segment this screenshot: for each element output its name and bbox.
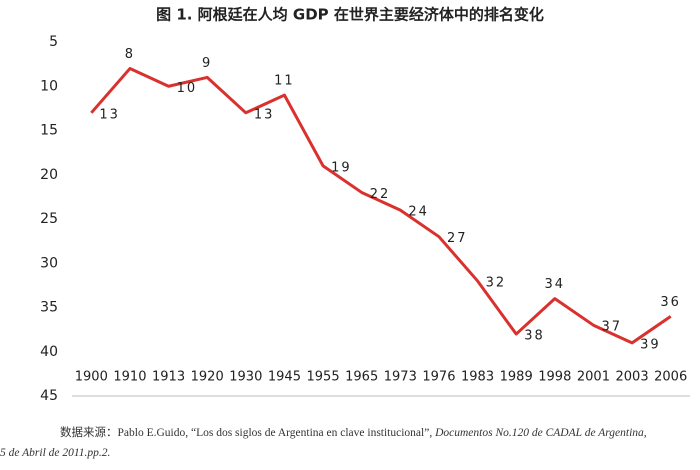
x-tick-label: 1989	[500, 370, 533, 385]
data-label: 36	[660, 295, 681, 310]
x-tick-label: 1930	[229, 370, 262, 385]
data-label: 27	[447, 231, 468, 246]
data-label: 13	[99, 107, 120, 122]
x-tick-label: 2001	[577, 370, 610, 385]
data-label: 39	[640, 337, 661, 352]
source-line-1: 数据来源：Pablo E.Guido, “Los dos siglos de A…	[60, 424, 647, 440]
x-tick-label: 1920	[191, 370, 224, 385]
x-tick-label: 1973	[384, 370, 417, 385]
y-tick-label: 10	[40, 78, 58, 94]
y-tick-label: 20	[40, 167, 58, 183]
y-tick-label: 15	[40, 123, 58, 139]
data-label: 24	[408, 205, 429, 220]
data-label: 8	[125, 47, 135, 62]
y-tick-label: 40	[40, 344, 58, 360]
x-tick-label: 2006	[654, 370, 687, 385]
chart: 图 1. 阿根廷在人均 GDP 在世界主要经济体中的排名变化 5 10 15 20 25…	[40, 6, 690, 404]
x-tick-label: 1965	[345, 370, 378, 385]
x-tick-label: 1900	[75, 370, 108, 385]
x-tick-label: 1998	[538, 370, 571, 385]
x-tick-label: 2003	[616, 370, 649, 385]
data-label: 10	[177, 81, 198, 96]
x-tick-label: 1913	[152, 370, 185, 385]
y-tick-label: 45	[40, 388, 58, 404]
x-tick-label: 1910	[113, 370, 146, 385]
data-label: 32	[486, 275, 507, 290]
data-label: 34	[545, 277, 566, 292]
data-label: 38	[524, 329, 545, 344]
source-line-2: 5 de Abril de 2011.pp.2.	[0, 447, 110, 459]
data-label: 19	[331, 160, 352, 175]
y-tick-label: 25	[40, 211, 58, 227]
source-italic: Documentos No.120 de CADAL de Argentina,	[435, 427, 647, 439]
data-label: 37	[601, 320, 622, 335]
y-tick-label: 30	[40, 255, 58, 271]
x-tick-label: 1945	[268, 370, 301, 385]
x-tick-label: 1955	[307, 370, 340, 385]
y-tick-label: 35	[40, 300, 58, 316]
data-label: 11	[274, 74, 295, 89]
data-label: 22	[370, 187, 391, 202]
x-tick-label: 1976	[422, 370, 455, 385]
data-label: 13	[254, 107, 275, 122]
line	[90, 67, 672, 345]
y-tick-label: 5	[49, 34, 58, 50]
data-label: 9	[202, 56, 212, 71]
x-tick-label: 1983	[461, 370, 494, 385]
source-text: 数据来源：Pablo E.Guido, “Los dos siglos de A…	[60, 427, 436, 439]
source-italic: 5 de Abril de 2011.pp.2.	[0, 447, 111, 459]
chart-title: 图 1. 阿根廷在人均 GDP 在世界主要经济体中的排名变化	[156, 6, 544, 24]
